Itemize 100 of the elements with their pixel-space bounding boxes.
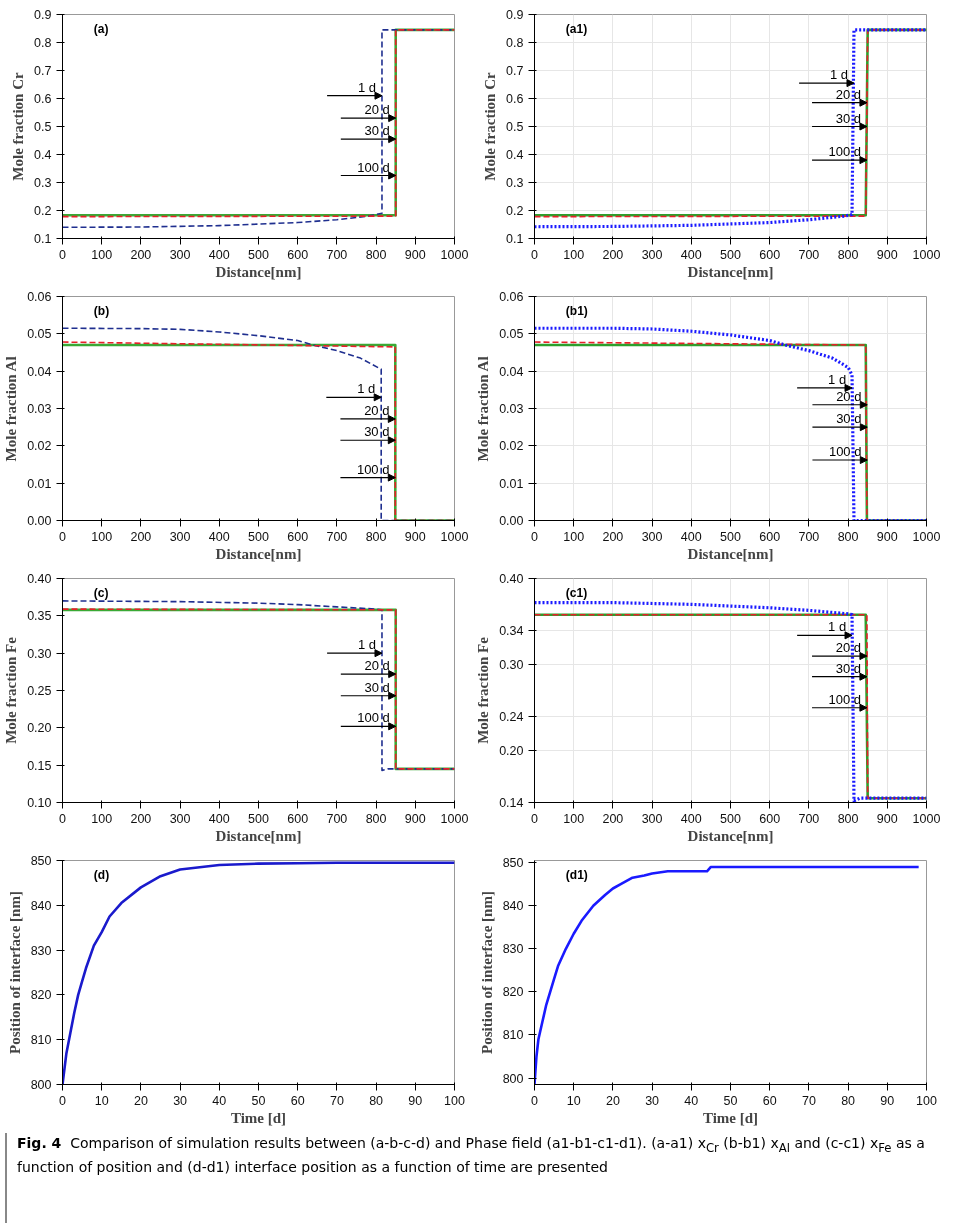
x-tick-label: 1000: [912, 811, 941, 826]
x-tick-label: 300: [641, 529, 663, 544]
x-tick-label: 800: [837, 811, 859, 826]
x-tick-label: 100: [916, 1093, 937, 1108]
annotation: (b1): [565, 304, 588, 319]
x-tick-label: 400: [680, 529, 702, 544]
x-tick-label: 0: [59, 247, 67, 262]
x-axis-title: Time [d]: [702, 1109, 759, 1126]
annotation: (a1): [565, 22, 588, 37]
y-tick-label: 0.05: [499, 327, 524, 342]
y-axis-title: Mole fraction Fe: [475, 636, 492, 744]
annotation: (d1): [565, 868, 588, 883]
y-tick-label: 0.05: [27, 327, 52, 342]
y-tick-label: 0.40: [499, 572, 524, 586]
y-tick-label: 0.8: [34, 36, 52, 50]
x-tick-label: 300: [169, 529, 191, 544]
x-tick-label: 0: [531, 1093, 539, 1108]
x-tick-label: 900: [404, 529, 426, 544]
y-tick-label: 0.01: [27, 476, 52, 491]
y-tick-label: 0.1: [34, 232, 52, 246]
annotation: 1 d: [828, 619, 847, 635]
x-tick-label: 100: [563, 247, 585, 262]
annotation: 100 d: [828, 691, 862, 707]
annotation: 1 d: [358, 79, 377, 95]
y-tick-label: 0.6: [34, 92, 52, 106]
annotation: 1 d: [828, 371, 847, 387]
x-tick-label: 700: [326, 247, 348, 262]
x-axis-title: Distance[nm]: [687, 263, 774, 280]
annotation: 20 d: [364, 402, 390, 418]
x-tick-label: 900: [876, 529, 898, 544]
x-tick-label: 70: [329, 1093, 344, 1108]
x-tick-label: 400: [680, 247, 702, 262]
x-tick-label: 900: [876, 811, 898, 826]
x-tick-label: 500: [248, 811, 269, 826]
y-axis-title: Mole fraction Cr: [482, 72, 499, 181]
y-tick-label: 0.7: [506, 64, 524, 78]
y-tick-label: 0.5: [506, 120, 524, 134]
x-tick-label: 800: [365, 811, 387, 826]
x-tick-label: 200: [130, 529, 152, 544]
x-tick-label: 100: [444, 1093, 465, 1108]
x-tick-label: 20: [605, 1093, 620, 1108]
x-tick-label: 300: [169, 247, 191, 262]
y-axis-title: Position of interface [nm]: [6, 891, 23, 1054]
y-tick-label: 0.3: [506, 176, 524, 190]
x-tick-label: 80: [841, 1093, 856, 1108]
y-tick-label: 0.4: [506, 148, 524, 162]
y-tick-label: 0.20: [27, 721, 52, 736]
annotation: 20 d: [364, 658, 390, 674]
x-tick-label: 300: [169, 811, 191, 826]
y-tick-label: 0.24: [499, 709, 524, 724]
x-tick-label: 0: [531, 529, 539, 544]
y-tick-label: 0.6: [506, 92, 524, 106]
x-tick-label: 600: [759, 529, 781, 544]
x-tick-label: 800: [365, 247, 387, 262]
annotation: 1 d: [357, 381, 376, 397]
y-tick-label: 0.00: [27, 514, 52, 528]
y-tick-label: 840: [502, 899, 524, 914]
x-tick-label: 200: [602, 811, 624, 826]
x-tick-label: 0: [59, 811, 67, 826]
x-tick-label: 700: [326, 811, 348, 826]
x-tick-label: 900: [876, 247, 898, 262]
x-tick-label: 600: [287, 529, 309, 544]
x-tick-label: 600: [759, 811, 781, 826]
x-tick-label: 300: [641, 247, 663, 262]
annotation: 100 d: [357, 159, 390, 175]
x-tick-label: 500: [248, 247, 269, 262]
y-tick-label: 0.03: [499, 402, 524, 416]
annotation: (c1): [565, 586, 588, 601]
y-axis-title: Mole fraction Fe: [3, 636, 20, 744]
x-axis-title: Distance[nm]: [215, 545, 302, 562]
x-tick-label: 800: [837, 529, 859, 544]
annotation: 20 d: [835, 86, 862, 102]
x-tick-label: 100: [563, 529, 585, 544]
y-tick-label: 0.7: [34, 64, 52, 78]
x-tick-label: 600: [759, 247, 781, 262]
x-tick-label: 300: [641, 811, 663, 826]
x-tick-label: 40: [684, 1093, 699, 1108]
y-tick-label: 0.00: [499, 514, 524, 528]
x-tick-label: 1000: [440, 811, 469, 826]
x-tick-label: 400: [208, 529, 230, 544]
x-tick-label: 1000: [912, 247, 941, 262]
x-axis-title: Distance[nm]: [215, 827, 302, 844]
x-tick-label: 600: [287, 247, 309, 262]
x-axis-title: Time [d]: [230, 1109, 287, 1126]
y-tick-label: 0.2: [506, 204, 524, 218]
x-tick-label: 900: [404, 247, 426, 262]
x-tick-label: 100: [91, 811, 113, 826]
y-tick-label: 0.15: [27, 758, 52, 773]
y-tick-label: 0.9: [506, 8, 524, 22]
x-tick-label: 80: [369, 1093, 384, 1108]
y-tick-label: 850: [30, 854, 52, 868]
x-tick-label: 800: [365, 529, 387, 544]
y-tick-label: 0.14: [499, 796, 524, 810]
annotation: 100 d: [357, 710, 390, 726]
x-axis-title: Distance[nm]: [687, 545, 774, 562]
y-tick-label: 0.04: [27, 364, 52, 379]
x-tick-label: 700: [798, 247, 820, 262]
x-tick-label: 0: [531, 811, 539, 826]
annotation: 20 d: [836, 388, 862, 404]
y-tick-label: 810: [502, 1028, 524, 1043]
